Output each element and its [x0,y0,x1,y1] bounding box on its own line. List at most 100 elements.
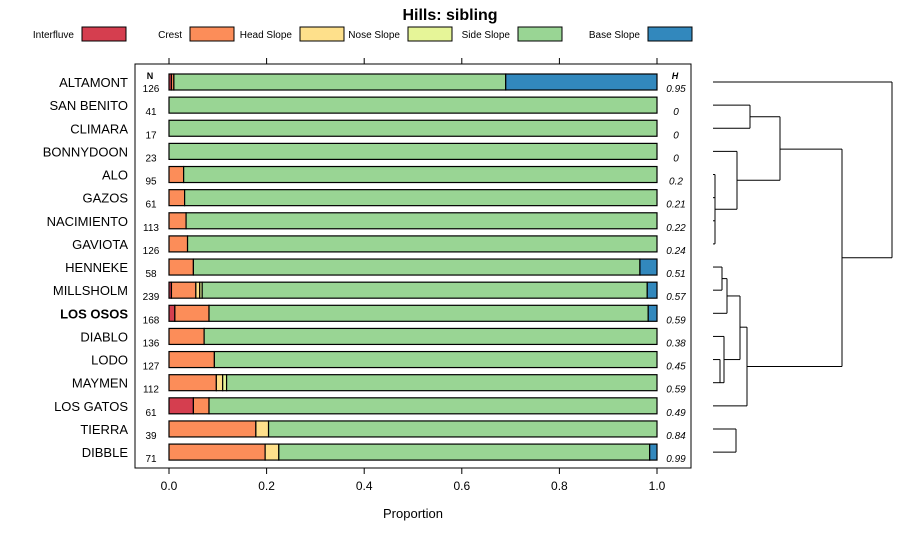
legend-label-nose-slope: Nose Slope [348,30,400,41]
row-label: TIERRA [80,422,128,437]
h-value: 0.38 [666,338,686,349]
row-alo: ALO 95 0.2 [102,165,683,188]
row-tierra: TIERRA 39 0.84 [80,420,686,442]
row-label: NACIMIENTO [47,214,128,229]
legend-label-crest: Crest [158,30,182,41]
bar-segment-crest [168,212,187,230]
legend-swatch-crest [189,26,235,42]
bar-segment-side-slope [186,235,658,253]
bar-segment-side-slope [225,374,658,392]
h-value: 0 [673,130,679,141]
x-axis-label: Proportion [383,506,443,521]
legend-swatch-base-slope [647,26,693,42]
bar-segment-crest [168,165,185,184]
bar-segment-crest [168,420,257,438]
row-label: DIABLO [80,329,128,344]
row-los-osos: LOS OSOS 168 0.59 [60,304,686,326]
bar-segment-side-slope [168,96,658,114]
bar-segment-crest [168,350,215,369]
bar-segment-side-slope [168,119,658,137]
bar-segment-interfluve [168,397,194,415]
n-value: 126 [143,84,160,95]
bar-segment-crest [168,189,186,207]
h-value: 0.59 [666,315,686,326]
plot-frame [134,63,692,469]
row-san-benito: SAN BENITO 41 0 [49,96,679,118]
row-gazos: GAZOS 61 0.21 [82,189,686,211]
h-value: 0 [673,107,679,118]
row-altamont: ALTAMONT 126 0.95 [59,73,686,95]
x-tick-label: 0.0 [161,479,178,493]
n-value: 71 [145,454,157,465]
row-label: MAYMEN [72,376,128,391]
bar-segment-side-slope [208,397,658,415]
n-value: 23 [145,153,157,164]
bar-segment-side-slope [183,165,658,184]
n-column-header: N [147,71,154,81]
bar-segment-crest [168,443,266,461]
row-los-gatos: LOS GATOS 61 0.49 [54,397,686,419]
row-label: HENNEKE [65,260,128,275]
n-value: 17 [145,130,157,141]
row-diablo: DIABLO 136 0.38 [80,327,686,349]
legend-label-head-slope: Head Slope [240,30,293,41]
n-value: 39 [145,431,157,442]
row-bonnydoon: BONNYDOON 23 0 [43,142,679,164]
row-millsholm: MILLSHOLM 239 0.57 [53,281,686,303]
row-label: LOS OSOS [60,306,128,321]
h-value: 0.59 [666,385,686,396]
bar-segment-side-slope [267,420,658,438]
row-gaviota: GAVIOTA 126 0.24 [72,235,686,257]
bar-segment-base-slope [649,443,658,461]
bar-segment-base-slope [646,281,658,299]
bar-segment-side-slope [278,443,651,461]
bar-segment-crest [168,235,189,253]
bar-segment-crest [192,397,210,415]
bar-segment-side-slope [192,258,641,276]
h-value: 0.95 [666,84,686,95]
legend-label-interfluve: Interfluve [33,30,75,41]
h-value: 0.2 [669,177,683,188]
bar-segment-side-slope [185,212,658,230]
h-value: 0.21 [666,200,685,211]
x-tick-label: 0.4 [356,479,373,493]
bar-segment-base-slope [647,304,658,322]
legend-swatch-interfluve [81,26,127,42]
bar-segment-side-slope [208,304,649,322]
legend-swatch-side-slope [517,26,563,42]
chart-title: Hills: sibling [402,7,497,24]
bar-segment-crest [174,304,210,322]
n-value: 168 [143,315,160,326]
bar-segment-crest [168,374,217,392]
n-value: 58 [145,269,157,280]
h-value: 0.45 [666,362,686,373]
row-label: ALO [102,168,128,183]
bar-segment-side-slope [184,189,658,207]
n-value: 239 [143,292,160,303]
bar-segment-crest [168,327,205,346]
n-value: 136 [143,338,160,349]
h-value: 0.22 [666,223,686,234]
row-lodo: LODO 127 0.45 [91,350,686,373]
row-label: CLIMARA [70,121,128,136]
bar-segment-crest [168,258,194,276]
x-tick-label: 0.8 [551,479,568,493]
row-nacimiento: NACIMIENTO 113 0.22 [47,212,686,234]
x-tick-label: 0.2 [258,479,275,493]
bar-segment-crest [170,281,197,299]
n-value: 61 [145,408,157,419]
row-label: MILLSHOLM [53,283,128,298]
h-value: 0.49 [666,408,686,419]
h-value: 0 [673,153,679,164]
x-axis: 0.0 0.2 0.4 0.6 0.8 1.0 [161,58,666,493]
row-label: LODO [91,353,128,368]
bar-segment-side-slope [203,327,658,346]
h-value: 0.84 [666,431,686,442]
row-label: BONNYDOON [43,144,128,159]
bar-segment-interfluve [168,304,176,322]
bar-segment-side-slope [201,281,648,299]
bar-segment-head-slope [215,374,224,392]
n-value: 127 [143,362,160,373]
